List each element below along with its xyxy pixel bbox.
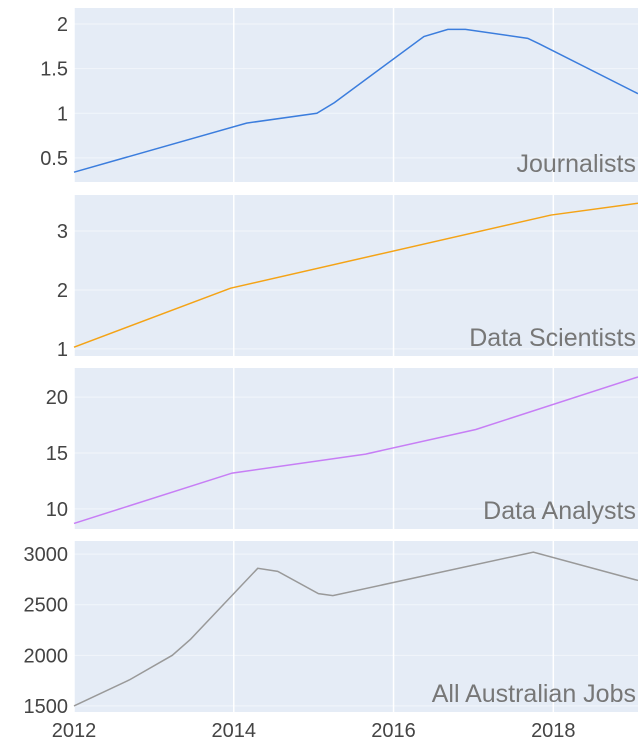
line xyxy=(73,202,638,348)
y-tick-label: 1.5 xyxy=(40,59,68,81)
annotation: All Australian Jobs xyxy=(432,680,636,708)
plot-background xyxy=(74,8,638,182)
x-tick-label: 2012 xyxy=(52,720,97,742)
plot-background xyxy=(74,368,638,529)
line xyxy=(73,28,638,173)
y-tick-label: 3 xyxy=(57,221,68,243)
annotation: Data Analysts xyxy=(483,497,636,525)
y-tick-label: 2500 xyxy=(24,595,69,617)
y-tick-label: 10 xyxy=(46,499,68,521)
x-tick-label: 2014 xyxy=(212,720,257,742)
y-tick-label: 15 xyxy=(46,443,68,465)
plot-background xyxy=(74,195,638,356)
y-tick-label: 20 xyxy=(46,387,68,409)
x-tick-label: 2018 xyxy=(531,720,576,742)
y-tick-label: 1 xyxy=(57,103,68,125)
y-tick-label: 0.5 xyxy=(40,148,68,170)
y-tick-label: 1500 xyxy=(24,696,69,718)
y-tick-label: 3000 xyxy=(24,544,69,566)
line xyxy=(73,376,638,525)
y-tick-label: 1 xyxy=(57,339,68,361)
annotation: Data Scientists xyxy=(469,324,636,352)
line xyxy=(73,551,638,707)
plot-background xyxy=(74,541,638,712)
y-tick-label: 2 xyxy=(57,280,68,302)
x-tick-label: 2016 xyxy=(371,720,416,742)
y-tick-label: 2 xyxy=(57,14,68,36)
y-tick-label: 2000 xyxy=(24,645,69,667)
annotation: Journalists xyxy=(517,150,637,178)
